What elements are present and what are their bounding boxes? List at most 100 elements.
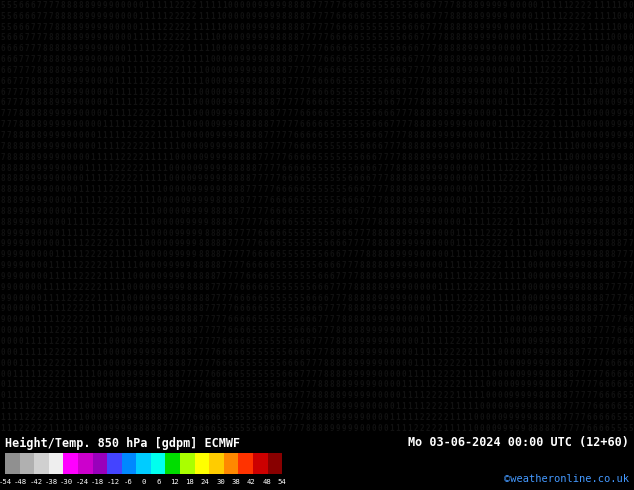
Text: 8: 8	[581, 294, 585, 303]
Text: 6: 6	[372, 109, 376, 118]
Text: 7: 7	[18, 55, 23, 64]
Text: 0: 0	[521, 326, 526, 335]
Text: 6: 6	[419, 1, 424, 10]
Text: 6: 6	[276, 229, 280, 238]
Text: 8: 8	[210, 272, 215, 281]
Text: 0: 0	[408, 304, 412, 314]
Text: 1: 1	[473, 402, 478, 411]
Text: 8: 8	[359, 294, 364, 303]
Text: 9: 9	[557, 326, 562, 335]
Text: 1: 1	[443, 424, 448, 433]
Text: 5: 5	[276, 359, 280, 368]
Text: 9: 9	[467, 55, 472, 64]
Text: 6: 6	[13, 44, 17, 53]
Text: 0: 0	[473, 424, 478, 433]
Text: 0: 0	[79, 98, 83, 107]
Text: 9: 9	[222, 131, 226, 140]
Text: 0: 0	[84, 109, 89, 118]
Text: 1: 1	[91, 304, 95, 314]
Text: 9: 9	[7, 250, 11, 259]
Text: 8: 8	[276, 88, 280, 97]
Text: 7: 7	[437, 33, 442, 43]
Text: 0: 0	[96, 98, 101, 107]
Text: 6: 6	[210, 413, 215, 422]
Text: 1: 1	[42, 316, 47, 324]
Text: 5: 5	[252, 337, 257, 346]
Text: 0: 0	[497, 348, 501, 357]
Text: 1: 1	[168, 1, 173, 10]
Text: 1: 1	[55, 283, 59, 292]
Text: 9: 9	[539, 380, 543, 390]
Text: 0: 0	[413, 272, 418, 281]
Text: 9: 9	[354, 402, 358, 411]
Text: 0: 0	[25, 272, 29, 281]
Text: 1: 1	[180, 88, 184, 97]
Text: 2: 2	[168, 66, 173, 75]
Text: 2: 2	[539, 142, 543, 151]
Text: 9: 9	[96, 23, 101, 31]
Text: 2: 2	[133, 131, 137, 140]
Text: 5: 5	[240, 369, 245, 378]
Text: 0: 0	[168, 218, 173, 227]
Text: 8: 8	[204, 261, 209, 270]
Text: 7: 7	[30, 55, 36, 64]
Text: 1: 1	[431, 369, 436, 378]
Text: 0: 0	[91, 402, 95, 411]
Text: 2: 2	[30, 391, 36, 400]
Text: 7: 7	[318, 326, 322, 335]
Text: 0: 0	[587, 109, 592, 118]
Text: 1: 1	[186, 109, 191, 118]
Text: 7: 7	[42, 23, 47, 31]
Text: 9: 9	[42, 142, 47, 151]
Text: 8: 8	[605, 261, 609, 270]
Text: 2: 2	[84, 272, 89, 281]
Text: 6: 6	[246, 337, 250, 346]
Text: 8: 8	[222, 196, 226, 205]
Text: 6: 6	[396, 66, 400, 75]
Text: 8: 8	[372, 229, 376, 238]
Text: 7: 7	[318, 337, 322, 346]
Text: 9: 9	[102, 12, 107, 21]
Text: 2: 2	[150, 88, 155, 97]
Text: 0: 0	[96, 369, 101, 378]
Text: 9: 9	[347, 391, 353, 400]
Text: 8: 8	[156, 359, 161, 368]
Text: 1: 1	[491, 294, 496, 303]
Text: 0: 0	[18, 294, 23, 303]
Text: -48: -48	[14, 479, 27, 485]
Text: 1: 1	[396, 413, 400, 422]
Text: 8: 8	[294, 23, 299, 31]
Text: 0: 0	[192, 98, 197, 107]
Text: 5: 5	[330, 153, 334, 162]
Text: 5: 5	[312, 207, 316, 216]
Bar	[136, 453, 151, 474]
Text: 1: 1	[503, 98, 508, 107]
Text: 1: 1	[467, 196, 472, 205]
Text: 1: 1	[503, 131, 508, 140]
Text: 5: 5	[623, 391, 627, 400]
Text: 2: 2	[533, 88, 538, 97]
Text: 1: 1	[55, 413, 59, 422]
Text: 1: 1	[18, 380, 23, 390]
Text: 1: 1	[503, 316, 508, 324]
Text: 9: 9	[114, 402, 119, 411]
Text: 5: 5	[264, 359, 268, 368]
Text: 8: 8	[401, 153, 406, 162]
Text: 1: 1	[91, 359, 95, 368]
Text: 8: 8	[49, 44, 53, 53]
Text: 9: 9	[461, 98, 466, 107]
Text: 0: 0	[437, 207, 442, 216]
Text: 6: 6	[281, 218, 287, 227]
Text: 5: 5	[623, 424, 627, 433]
Text: 2: 2	[133, 174, 137, 183]
Text: 0: 0	[491, 391, 496, 400]
Text: 1: 1	[126, 88, 131, 97]
Text: 1: 1	[96, 196, 101, 205]
Text: 5: 5	[264, 326, 268, 335]
Text: 8: 8	[281, 44, 287, 53]
Text: 1: 1	[67, 413, 71, 422]
Text: 0: 0	[84, 153, 89, 162]
Text: 9: 9	[228, 120, 233, 129]
Text: 2: 2	[563, 77, 567, 86]
Text: 0: 0	[551, 250, 555, 259]
